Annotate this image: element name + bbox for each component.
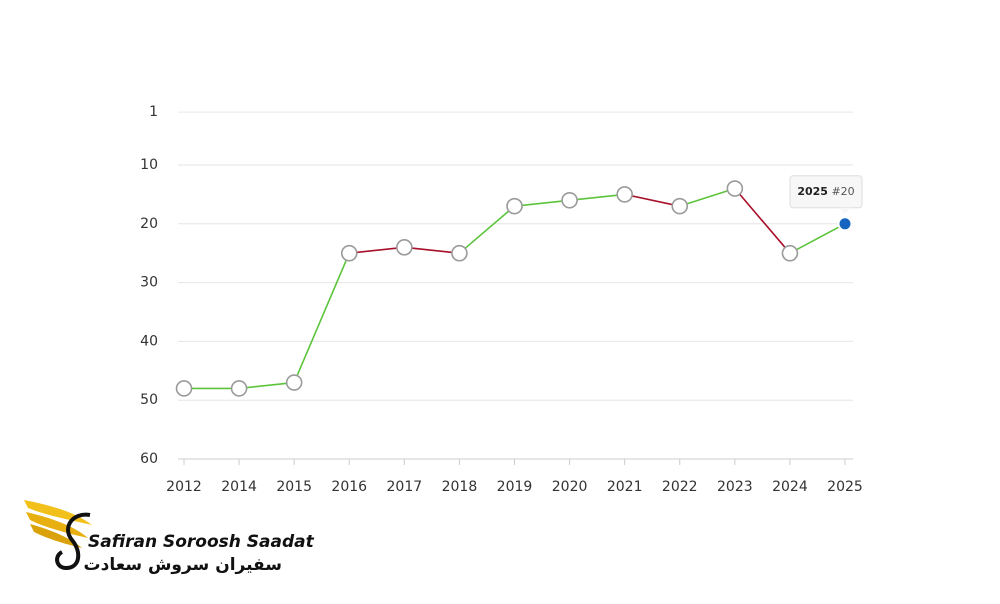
point xyxy=(781,244,799,262)
point xyxy=(230,380,248,397)
point xyxy=(726,180,744,197)
line-segment xyxy=(624,193,680,207)
x-tick-label: 2019 xyxy=(497,479,533,495)
point xyxy=(285,374,303,391)
x-tick-label: 2012 xyxy=(166,479,202,495)
line-segment xyxy=(679,187,736,207)
logo-text: Safiran Soroosh Saadat xyxy=(88,532,315,552)
line-segment xyxy=(789,223,846,254)
point xyxy=(506,197,523,215)
x-tick-label: 2018 xyxy=(442,479,478,495)
x-tick-label: 2014 xyxy=(221,479,257,495)
x-tick-label: 2025 xyxy=(827,479,863,495)
tooltip-box xyxy=(789,175,863,209)
x-tick-label: 2020 xyxy=(552,479,588,495)
x-tick-label: 2017 xyxy=(387,479,423,495)
y-tick-label: 30 xyxy=(140,275,158,291)
logo-wing xyxy=(30,524,82,548)
x-tick-label: 2015 xyxy=(276,479,312,495)
y-tick-label: 50 xyxy=(140,392,158,408)
point xyxy=(451,244,468,262)
y-tick-label: 10 xyxy=(140,157,158,173)
line-segment xyxy=(458,205,516,254)
line-segment xyxy=(514,199,570,207)
y-tick-label: 20 xyxy=(140,216,158,232)
x-tick-label: 2023 xyxy=(717,479,753,495)
logo-swan xyxy=(55,512,91,571)
logo-text-fa: سفیران سروش سعادت xyxy=(84,555,282,575)
point xyxy=(837,216,853,232)
y-tick-label: 60 xyxy=(140,451,158,467)
point xyxy=(396,239,413,256)
logo: Safiran Soroosh Saadat سفیران سروش سعادت xyxy=(24,500,315,575)
x-tick-label: 2024 xyxy=(772,479,808,495)
logo-wing xyxy=(26,512,88,538)
tooltip-title: 2025 xyxy=(797,185,828,198)
tooltip-text: 2025 #20 xyxy=(797,185,854,198)
tooltip: 2025 #20 xyxy=(789,175,863,214)
x-tick-label: 2022 xyxy=(662,479,698,495)
y-tick-label: 1 xyxy=(149,104,158,120)
line-segment xyxy=(349,246,405,254)
point xyxy=(616,186,633,203)
x-tick-label: 2021 xyxy=(607,479,643,495)
line-segment xyxy=(238,381,295,390)
y-tick-label: 40 xyxy=(140,333,158,349)
line-segment xyxy=(569,193,625,202)
tooltip-label: #20 xyxy=(831,185,854,198)
line-segment xyxy=(404,246,460,254)
line-segment xyxy=(734,188,791,254)
x-tick-label: 2016 xyxy=(331,479,367,495)
point xyxy=(561,191,578,209)
point xyxy=(671,197,689,215)
tooltip-pointer xyxy=(839,207,851,214)
line-segment xyxy=(293,252,350,383)
point xyxy=(340,244,358,262)
point xyxy=(175,380,193,397)
